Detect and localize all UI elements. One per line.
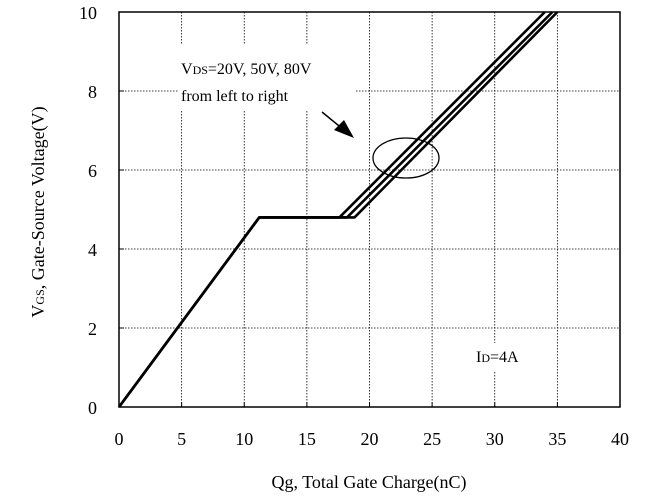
x-tick-label: 15 [298,429,316,449]
annotation-background [178,44,356,110]
x-tick-label: 25 [423,429,441,449]
x-tick-label: 30 [486,429,504,449]
x-tick-label: 10 [235,429,253,449]
x-tick-label: 40 [611,429,629,449]
plot-frame [118,11,621,408]
x-tick-label: 0 [115,429,124,449]
y-tick-label: 10 [79,3,97,23]
series-group [117,11,559,408]
series-line-3 [117,11,559,408]
x-tick-label: 20 [361,429,379,449]
y-axis-title: VGS, Gate-Source Voltage(V) [28,106,49,317]
grid-lines [118,11,621,408]
x-tick-labels: 0 5 10 15 20 25 30 35 40 [115,429,630,449]
y-tick-label: 2 [88,319,97,339]
annotation-line-2: from left to right [181,88,289,105]
condition-label: ID=4A [476,349,519,366]
condition-background [470,343,544,371]
y-tick-label: 8 [88,82,97,102]
x-tick-label: 5 [177,429,186,449]
y-tick-label: 6 [88,161,97,181]
x-axis-title: Qg, Total Gate Charge(nC) [271,472,466,493]
x-tick-label: 35 [548,429,566,449]
annotation-line-1: VDS=20V, 50V, 80V [181,61,312,78]
y-tick-label: 4 [88,240,97,260]
y-tick-label: 0 [88,398,97,418]
callout-ellipse [372,137,440,179]
callout-arrow-head [334,120,354,138]
y-tick-labels: 0 2 4 6 8 10 [79,3,97,418]
